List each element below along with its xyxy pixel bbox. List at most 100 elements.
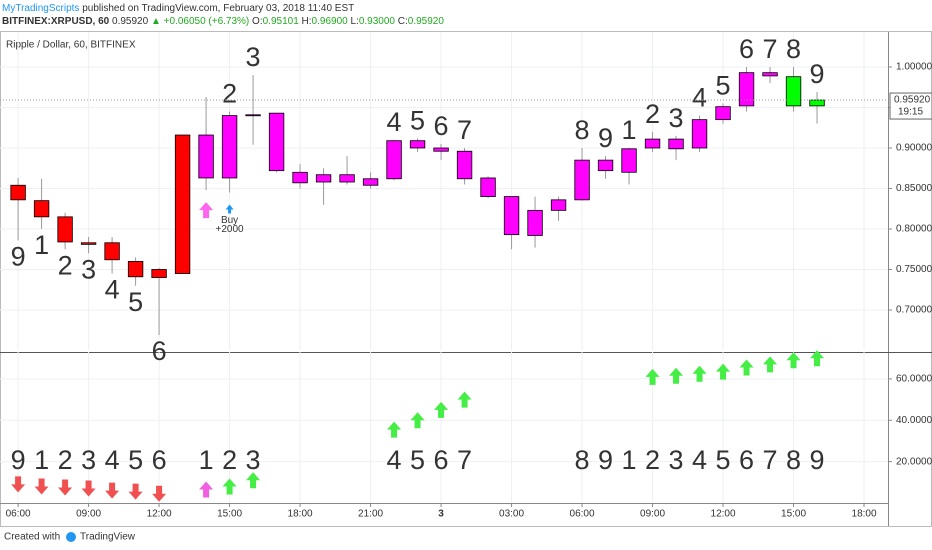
x-tick-label: 15:00	[217, 509, 242, 520]
signal-arrow	[105, 482, 120, 499]
candle-body	[691, 119, 708, 149]
candle-body	[785, 76, 802, 107]
count-label: 4	[105, 445, 120, 475]
count-label: 3	[246, 445, 261, 475]
o-label: O:	[252, 16, 263, 27]
footer: Created with TradingView	[4, 532, 136, 543]
o: 0.95101	[263, 16, 300, 27]
x-tick-label: 03:00	[499, 509, 524, 520]
count-label: 6	[434, 111, 449, 141]
candle-body	[574, 159, 590, 201]
candle-body	[127, 260, 144, 278]
count-label: 7	[763, 445, 778, 475]
count-label: 5	[128, 287, 143, 317]
count-label: 8	[786, 445, 801, 475]
legend: Ripple / Dollar, 60, BITFINEX	[6, 40, 136, 51]
count-label: 5	[128, 445, 143, 475]
count-label: 2	[58, 250, 73, 280]
count-label: 6	[739, 34, 754, 64]
signal-arrow	[387, 421, 402, 438]
candle-body	[503, 196, 520, 236]
signal-arrow	[246, 472, 261, 489]
count-label: 1	[199, 445, 214, 475]
candle-body	[456, 150, 473, 180]
last: 0.95920	[112, 16, 149, 27]
candle-body	[33, 200, 50, 218]
candle-body	[480, 177, 496, 197]
header-line-1: MyTradingScripts published on TradingVie…	[2, 3, 354, 14]
candle-body	[409, 140, 426, 149]
count-label: 2	[222, 445, 237, 475]
signal-arrow	[763, 356, 778, 373]
footer-created: Created with	[4, 532, 60, 543]
publisher[interactable]: MyTradingScripts	[2, 3, 79, 14]
count-label: 1	[622, 115, 637, 145]
count-label: 3	[81, 254, 96, 284]
footer-logo	[66, 532, 76, 542]
x-tick-label: 18:00	[288, 509, 313, 520]
x-tick-label: 09:00	[640, 509, 665, 520]
count-label: 7	[763, 34, 778, 64]
x-tick-label: 06:00	[6, 509, 31, 520]
signal-arrow	[199, 481, 214, 498]
symbol: BITFINEX:XRPUSD, 60	[2, 16, 110, 27]
count-label: 2	[58, 445, 73, 475]
signal-arrow	[58, 479, 73, 496]
count-label: 1	[34, 445, 49, 475]
count-label: 4	[692, 83, 707, 113]
count-label: 4	[692, 445, 707, 475]
signal-arrow	[152, 485, 167, 502]
signal-arrow	[669, 367, 684, 384]
candle-body	[315, 174, 332, 183]
candle-body	[198, 134, 214, 179]
y-tick-label: 0.90000	[896, 143, 932, 154]
candle-body	[386, 140, 402, 180]
signal-arrow	[410, 412, 425, 429]
y-tick-label: 0.75000	[896, 264, 932, 275]
count-label: 9	[598, 123, 613, 153]
count-label: 3	[669, 103, 684, 133]
l: 0.93000	[359, 16, 396, 27]
count-label: 3	[246, 42, 261, 72]
candle-body	[550, 199, 567, 211]
candle-body	[104, 242, 120, 261]
count-label: 8	[786, 34, 801, 64]
count-label: 2	[645, 445, 660, 475]
y-tick-label: 1.00000	[896, 62, 932, 73]
count-label: 6	[152, 445, 167, 475]
footer-brand[interactable]: TradingView	[80, 532, 136, 543]
count-label: 9	[598, 445, 613, 475]
candle-body	[527, 209, 543, 236]
count-label: 3	[669, 445, 684, 475]
signal-arrow	[11, 476, 26, 493]
candle-body	[762, 72, 778, 77]
y-tick-label: 40.0000	[896, 415, 932, 426]
candle-body	[738, 72, 755, 107]
candle-body	[715, 106, 731, 121]
signal-arrow	[645, 368, 660, 385]
candle-body	[644, 138, 661, 149]
y-tick-label: 60.0000	[896, 374, 932, 385]
y-tick-label: 0.80000	[896, 224, 932, 235]
count-label: 1	[622, 445, 637, 475]
y-tick-label: 0.70000	[896, 305, 932, 316]
last-price-box	[889, 92, 932, 120]
count-label: 5	[716, 71, 731, 101]
last-price-label: 0.95920	[894, 95, 931, 106]
count-label: 8	[575, 115, 590, 145]
count-label: 6	[739, 445, 754, 475]
change: ▲ +0.06050 (+6.73%)	[151, 16, 249, 27]
count-label: 9	[11, 241, 26, 271]
candle-body	[151, 269, 167, 278]
candle-body	[268, 112, 285, 172]
x-tick-label: 18:00	[852, 509, 877, 520]
candle-body	[809, 99, 825, 107]
count-label: 7	[457, 445, 472, 475]
count-label: 5	[716, 445, 731, 475]
l-label: L:	[350, 16, 358, 27]
signal-arrow	[128, 483, 143, 500]
signal-arrow	[34, 478, 49, 495]
count-label: 4	[387, 445, 402, 475]
count-label: 2	[645, 99, 660, 129]
